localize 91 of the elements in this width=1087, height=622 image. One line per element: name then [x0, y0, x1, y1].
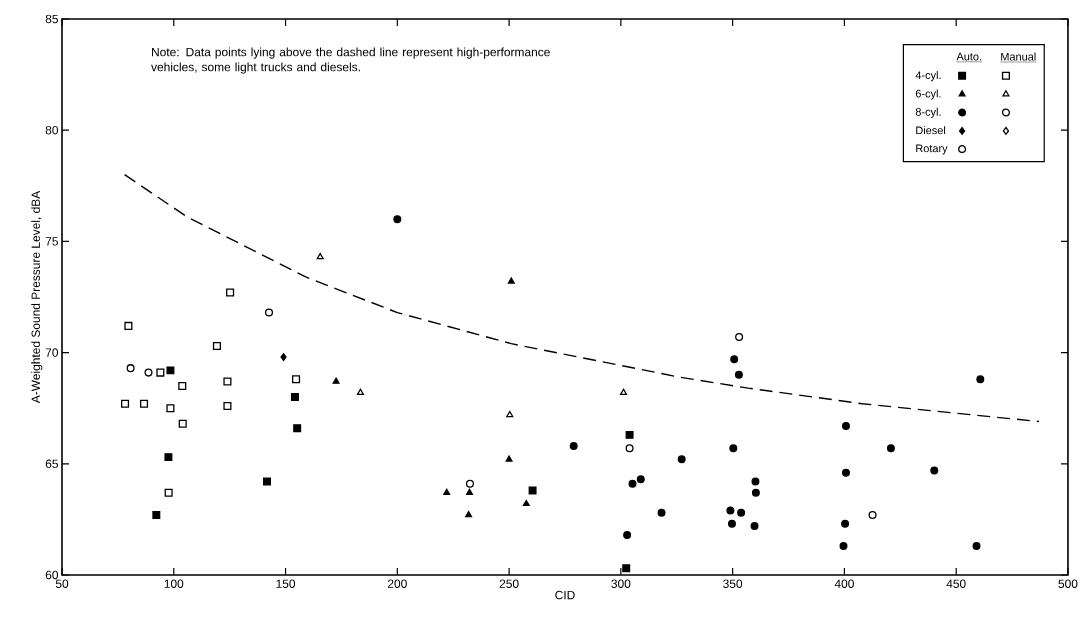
point	[751, 488, 760, 497]
point	[263, 477, 271, 486]
y-tick-label: 75	[45, 237, 58, 246]
x-tick-label: 200	[387, 579, 407, 588]
point	[507, 277, 515, 284]
y-axis-title: A-Weighted Sound Pressure Level, dBA	[31, 190, 43, 404]
x-tick-label: 500	[1058, 579, 1078, 588]
point	[465, 479, 475, 488]
point	[625, 430, 634, 439]
point	[223, 377, 232, 386]
point	[726, 506, 735, 515]
point	[212, 341, 221, 350]
point	[178, 381, 187, 390]
y-tick-label: 60	[45, 570, 59, 580]
point	[569, 442, 578, 450]
point	[623, 530, 632, 539]
point	[166, 366, 175, 375]
point	[730, 355, 739, 364]
legend-label: Rotary	[916, 144, 948, 155]
point	[636, 475, 645, 484]
point	[976, 375, 985, 384]
x-tick-label: 350	[723, 579, 743, 588]
point	[156, 368, 165, 377]
point	[178, 419, 187, 428]
x-tick-label: 300	[611, 579, 631, 588]
point	[505, 455, 513, 462]
point	[140, 399, 149, 408]
legend-label: 6-cyl.	[915, 89, 941, 100]
point	[727, 519, 736, 528]
point	[166, 404, 175, 413]
point	[356, 388, 365, 395]
point	[290, 393, 299, 402]
point	[750, 522, 759, 531]
point	[972, 542, 981, 551]
point	[628, 479, 637, 488]
line-series	[123, 173, 1040, 423]
legend-label: 8-cyl.	[915, 107, 941, 118]
point	[841, 519, 850, 528]
y-tick-label: 85	[45, 14, 58, 24]
annotation: Note: Data points lying above the dashed line represent high-performance vehicles, some light trucks and diesels.	[151, 47, 550, 74]
point	[332, 377, 340, 384]
point	[522, 499, 530, 507]
point	[657, 508, 666, 517]
point	[124, 321, 133, 330]
point	[868, 510, 877, 519]
point	[164, 453, 173, 462]
point	[930, 466, 939, 475]
point	[841, 421, 850, 430]
point	[126, 364, 135, 373]
point	[619, 388, 628, 395]
x-tick-label: 150	[276, 579, 296, 588]
x-tick-label: 50	[55, 579, 69, 588]
point	[735, 332, 744, 342]
y-tick-label: 80	[45, 125, 59, 135]
point	[751, 477, 760, 486]
legend-label: 4-cyl.	[915, 70, 941, 82]
x-tick-label: 250	[499, 579, 519, 588]
point	[144, 368, 153, 377]
x-tick-label: 100	[164, 579, 184, 588]
point	[528, 486, 537, 495]
point	[293, 424, 302, 433]
point	[734, 370, 743, 379]
point	[622, 564, 631, 573]
point	[677, 455, 686, 464]
point	[280, 353, 287, 362]
x-tick-label: 400	[834, 579, 854, 588]
x-tick-label: 450	[946, 579, 966, 588]
point	[466, 488, 474, 495]
point	[506, 410, 514, 418]
point	[152, 510, 161, 519]
point	[465, 510, 473, 518]
point	[841, 468, 850, 477]
point	[443, 488, 451, 495]
y-tick-label: 65	[45, 459, 58, 469]
point	[292, 375, 301, 384]
legend-label: Diesel	[916, 126, 946, 135]
point	[625, 444, 634, 453]
point	[393, 215, 402, 224]
annotation: Auto.	[956, 52, 982, 61]
point	[729, 444, 738, 453]
x-axis-title: CID	[555, 590, 575, 600]
point	[264, 308, 274, 317]
annotation: Manual	[1001, 52, 1036, 61]
y-tick-label: 70	[45, 348, 59, 357]
point	[223, 401, 232, 410]
point	[226, 288, 235, 297]
point	[886, 444, 895, 453]
point	[164, 488, 173, 497]
point	[121, 399, 130, 408]
point	[737, 508, 746, 517]
point	[839, 542, 848, 551]
